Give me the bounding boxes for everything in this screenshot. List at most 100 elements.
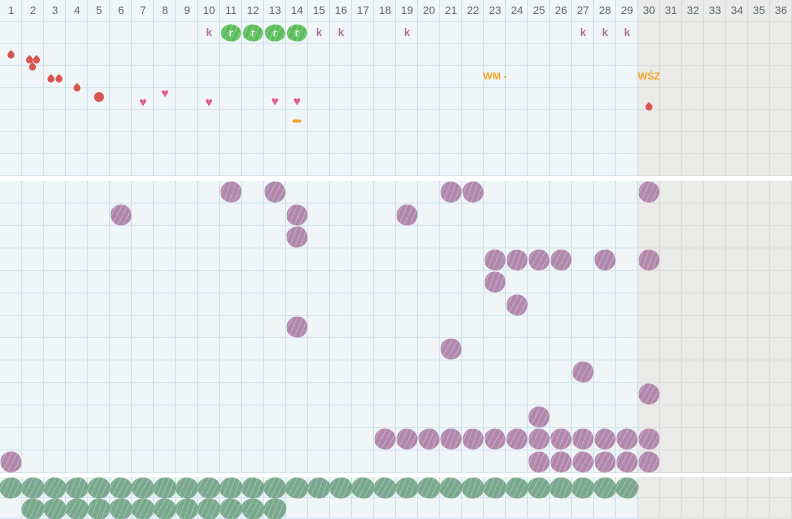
green-blob-icon[interactable] <box>483 476 507 499</box>
green-blob-icon[interactable] <box>219 497 243 519</box>
purple-blob-icon[interactable] <box>373 428 397 451</box>
green-blob-icon[interactable] <box>131 497 155 519</box>
purple-blob-icon[interactable] <box>616 451 638 473</box>
green-blob-icon[interactable] <box>571 476 595 499</box>
purple-blob-icon[interactable] <box>461 427 485 451</box>
green-blob-icon[interactable] <box>240 497 266 519</box>
wm-label[interactable]: WM - <box>483 71 507 83</box>
r-blob-icon[interactable]: r <box>220 23 242 43</box>
green-blob-icon[interactable] <box>505 476 529 499</box>
purple-blob-icon[interactable] <box>219 180 243 204</box>
k-mark[interactable]: k <box>205 27 213 39</box>
green-blob-icon[interactable] <box>394 476 420 499</box>
purple-blob-icon[interactable] <box>572 361 594 383</box>
purple-blob-icon[interactable] <box>571 450 595 474</box>
green-blob-icon[interactable] <box>593 476 617 499</box>
purple-blob-icon[interactable] <box>439 428 463 451</box>
dash-icon[interactable] <box>292 119 302 123</box>
purple-blob-icon[interactable] <box>439 338 463 361</box>
heart-icon[interactable]: ♥ <box>161 85 169 101</box>
purple-blob-icon[interactable] <box>593 427 617 451</box>
purple-blob-icon[interactable] <box>505 248 529 271</box>
green-blob-icon[interactable] <box>548 476 574 499</box>
purple-blob-icon[interactable] <box>264 181 286 204</box>
purple-blob-icon[interactable] <box>549 248 573 271</box>
green-blob-icon[interactable] <box>306 476 332 499</box>
droplet-icon[interactable] <box>6 50 16 60</box>
green-blob-icon[interactable] <box>64 476 90 499</box>
purple-blob-icon[interactable] <box>638 451 660 473</box>
purple-blob-icon[interactable] <box>550 428 572 451</box>
green-blob-icon[interactable] <box>417 477 441 498</box>
purple-blob-icon[interactable] <box>571 428 595 451</box>
heart-icon[interactable]: ♥ <box>205 94 213 110</box>
green-blob-icon[interactable] <box>87 476 111 499</box>
green-blob-icon[interactable] <box>43 498 67 519</box>
double-droplet-icon[interactable] <box>46 74 64 84</box>
green-blob-icon[interactable] <box>174 497 200 519</box>
green-blob-icon[interactable] <box>64 497 90 519</box>
green-blob-icon[interactable] <box>86 497 112 519</box>
green-blob-icon[interactable] <box>438 476 464 499</box>
green-blob-icon[interactable] <box>284 476 310 499</box>
purple-blob-icon[interactable] <box>396 204 418 226</box>
r-blob-icon[interactable]: r <box>242 24 264 42</box>
green-blob-icon[interactable] <box>460 476 486 499</box>
droplet-icon[interactable] <box>72 83 82 93</box>
green-blob-icon[interactable] <box>372 476 398 499</box>
r-blob-icon[interactable]: r <box>287 24 307 42</box>
purple-blob-icon[interactable] <box>285 225 309 249</box>
heart-icon[interactable]: ♥ <box>139 94 147 110</box>
green-blob-icon[interactable] <box>20 497 46 519</box>
green-blob-icon[interactable] <box>329 476 353 499</box>
heart-icon[interactable]: ♥ <box>293 93 301 109</box>
k-mark[interactable]: k <box>403 27 411 39</box>
green-blob-icon[interactable] <box>152 476 178 499</box>
green-blob-icon[interactable] <box>197 497 221 519</box>
purple-blob-icon[interactable] <box>286 316 308 338</box>
wsz-label[interactable]: WŚZ <box>637 71 661 83</box>
purple-blob-icon[interactable] <box>109 203 133 226</box>
purple-blob-icon[interactable] <box>396 428 418 450</box>
k-mark[interactable]: k <box>579 27 587 39</box>
green-blob-icon[interactable] <box>263 476 287 499</box>
purple-blob-icon[interactable] <box>593 450 617 473</box>
r-blob-icon[interactable]: r <box>264 24 286 42</box>
green-blob-icon[interactable] <box>152 497 178 519</box>
green-blob-icon[interactable] <box>21 476 45 499</box>
purple-blob-icon[interactable] <box>506 428 528 451</box>
purple-blob-icon[interactable] <box>286 203 308 226</box>
green-blob-icon[interactable] <box>218 476 244 499</box>
k-mark[interactable]: k <box>623 27 631 39</box>
purple-blob-icon[interactable] <box>527 248 551 271</box>
green-blob-icon[interactable] <box>262 497 288 519</box>
red-dot-icon[interactable] <box>94 92 104 102</box>
k-mark[interactable]: k <box>601 27 609 39</box>
triple-droplet-icon[interactable] <box>24 55 42 72</box>
green-blob-icon[interactable] <box>614 476 640 499</box>
green-blob-icon[interactable] <box>109 476 133 499</box>
green-blob-icon[interactable] <box>0 476 23 499</box>
green-blob-icon[interactable] <box>175 477 199 498</box>
green-blob-icon[interactable] <box>526 476 552 499</box>
purple-blob-icon[interactable] <box>461 180 485 204</box>
purple-blob-icon[interactable] <box>483 270 507 294</box>
green-blob-icon[interactable] <box>241 476 265 499</box>
purple-blob-icon[interactable] <box>615 428 639 451</box>
purple-blob-icon[interactable] <box>439 181 463 204</box>
green-blob-icon[interactable] <box>196 476 222 499</box>
purple-blob-icon[interactable] <box>594 248 616 271</box>
purple-blob-icon[interactable] <box>483 428 507 451</box>
heart-icon[interactable]: ♥ <box>271 93 279 109</box>
green-blob-icon[interactable] <box>130 476 156 499</box>
purple-blob-icon[interactable] <box>0 450 22 473</box>
purple-blob-icon[interactable] <box>549 450 573 473</box>
green-blob-icon[interactable] <box>351 476 375 499</box>
droplet-icon[interactable] <box>644 102 654 112</box>
green-blob-icon[interactable] <box>42 476 68 499</box>
k-mark[interactable]: k <box>315 27 323 39</box>
green-blob-icon[interactable] <box>109 497 133 519</box>
purple-blob-icon[interactable] <box>528 450 550 473</box>
purple-blob-icon[interactable] <box>484 248 506 271</box>
purple-blob-icon[interactable] <box>528 428 550 450</box>
